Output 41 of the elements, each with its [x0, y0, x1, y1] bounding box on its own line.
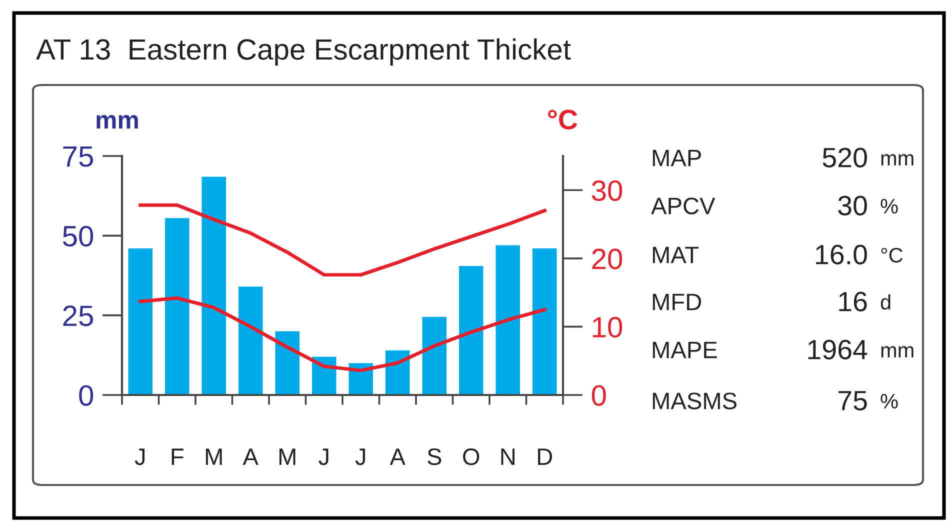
x-tick-label: M [279, 448, 296, 465]
x-tick-label: M [206, 448, 222, 465]
x-tick-label: J [355, 448, 366, 466]
x-tick-label: O [463, 448, 480, 466]
text: 16.0 [816, 244, 867, 264]
y-tick-label: 50 [62, 226, 94, 247]
y2-tick-label: 30 [592, 180, 622, 201]
text: mm [881, 154, 914, 166]
y2-tick-label: 20 [592, 248, 622, 270]
text: MAPE [652, 342, 717, 358]
y-tick-label: 0 [79, 385, 94, 406]
text: °C [881, 248, 903, 263]
text: 16 [839, 292, 867, 312]
text: 30 [838, 196, 867, 216]
text: MFD [652, 294, 702, 310]
x-tick-label: J [134, 448, 145, 466]
x-tick-label: A [390, 448, 406, 465]
text: 520 [822, 148, 867, 168]
x-tick-label: N [501, 448, 514, 465]
text: mm [881, 346, 914, 358]
x-tick-label: S [428, 448, 442, 466]
text: APCV [651, 198, 716, 214]
text: 1964 [808, 340, 868, 360]
x-tick-label: J [318, 448, 328, 466]
text: 75 [838, 391, 867, 410]
text: % [880, 394, 898, 409]
y-tick-label: 75 [63, 146, 94, 167]
y-axis-title: mm [96, 115, 138, 128]
chart-title: AT 13 Eastern Cape Escarpment Thicket [36, 38, 571, 66]
x-tick-label: D [538, 448, 552, 465]
text: d [880, 294, 890, 310]
text: MAP [652, 150, 701, 166]
y-tick-label: 25 [63, 306, 94, 326]
y2-axis-title: °C [548, 110, 578, 130]
text: MAT [652, 246, 699, 264]
y2-tick-label: 10 [593, 316, 622, 338]
text: MASMS [652, 392, 736, 410]
y2-tick-label: 0 [592, 385, 606, 406]
text: % [880, 198, 898, 214]
x-tick-label: A [242, 448, 258, 465]
x-tick-label: F [172, 448, 184, 465]
